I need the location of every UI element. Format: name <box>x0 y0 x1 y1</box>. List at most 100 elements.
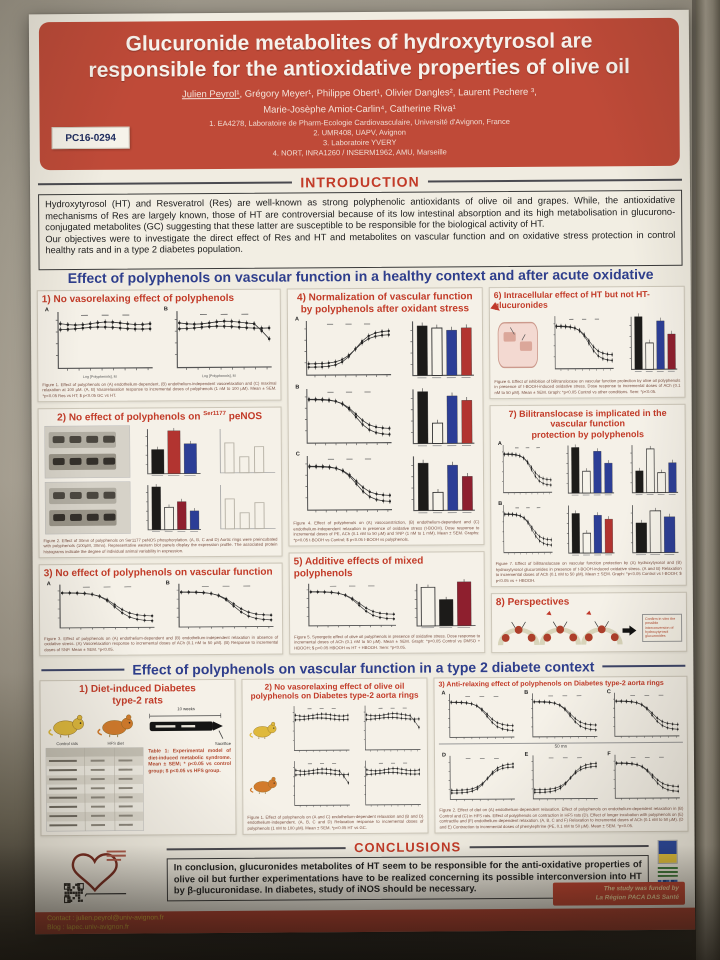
panel-5-additive-effects: 5) Additive effects of mixed polyphenols… <box>288 551 486 655</box>
d2-plot-a <box>284 701 352 757</box>
figure-4-caption: Figure 4. Effect of polyphenols on (A) v… <box>293 519 480 543</box>
cell-diagram <box>494 310 542 376</box>
d2-plot-b <box>355 700 423 756</box>
figure-3b-plot: B <box>163 578 278 633</box>
sigmoid-down-chart <box>293 450 396 518</box>
d3-plot-f: F <box>604 750 683 805</box>
penos-faint-b <box>209 478 278 534</box>
figure-4b-bars <box>399 382 479 450</box>
rat-control-icon <box>45 707 90 743</box>
rat-hfs-icon <box>247 757 281 813</box>
panel-6-title: 6) Intracellular effect of HT but not HT… <box>493 288 650 310</box>
penos-bars-b <box>136 479 205 535</box>
figure-4a-plot: A <box>292 315 395 383</box>
figure-7b-plot: B <box>495 499 555 559</box>
panel-4-normalization: 4) Normalization of vascular function by… <box>286 287 485 547</box>
penos-bars-a <box>136 423 205 479</box>
western-blot-a <box>43 423 132 480</box>
plot-letter: D <box>441 752 446 759</box>
figure-1-caption: Figure 1. Effect of polyphenols on (A) e… <box>42 380 277 398</box>
control-rat-small <box>247 701 281 757</box>
panel-5-title: 5) Additive effects of mixed polyphenols <box>293 555 424 579</box>
hfs-rat-small <box>247 757 281 813</box>
funding-note: The study was funded by La Région PACA D… <box>552 881 686 906</box>
protocol-timeline: 10 weeks Sacrifice <box>142 706 231 747</box>
section1-panels: 1) No vasorelaxing effect of polyphenols… <box>36 285 688 657</box>
rat-control-icon <box>247 701 281 757</box>
figure-5-caption: Figure 5. Synergetic effect of olive oil… <box>294 632 481 651</box>
figure-5-bars <box>404 578 480 631</box>
perspectives-diagram <box>496 608 638 649</box>
plot-letter: A <box>497 441 502 448</box>
poster-sheet: Glucuronide metabolites of hydroxytyroso… <box>28 9 696 935</box>
flat-dose-response-chart <box>356 756 424 812</box>
panel-7-title-line1: 7) Bilitranslocase is implicated in the … <box>508 407 667 430</box>
figure-1a-plot: A Log [Polyphenols], M <box>42 305 158 380</box>
footer-band: Contact : julien.peyrol@univ-avignon.fr … <box>35 907 696 935</box>
plot-letter: C <box>606 689 611 696</box>
d3-plot-d: D <box>439 751 518 806</box>
flat-dose-response-chart <box>355 700 423 756</box>
x-axis-label: Log [Polyphenols], M <box>202 373 236 379</box>
control-rat: Control rats <box>45 707 90 747</box>
panel-1-no-vasorelaxing-effect: 1) No vasorelaxing effect of polyphenols… <box>36 288 282 403</box>
poster-id-badge: PC16-0294 <box>51 126 130 150</box>
plot-letter: A <box>46 580 51 587</box>
panel-3-no-effect-vascular: 3) No effect of polyphenols on vascular … <box>38 562 284 657</box>
poster-title-line2: responsible for the antioxidative proper… <box>88 55 630 83</box>
qr-code <box>62 881 86 905</box>
section2-panels: 1) Diet-induced Diabetes type-2 rats Con… <box>39 675 689 837</box>
x-axis-label: Log [Polyphenols], M <box>83 374 117 379</box>
figure-6-plot <box>545 310 617 376</box>
poster-header: Glucuronide metabolites of hydroxytyroso… <box>38 17 680 171</box>
d3-plot-e: E <box>522 750 601 805</box>
funder-logo-1 <box>657 839 678 864</box>
authors-line2: Marie-Josèphe Amiot-Carlin⁴, Catherine R… <box>263 102 456 116</box>
conclusions-heading: CONCLUSIONS <box>167 838 649 856</box>
introduction-heading: INTRODUCTION <box>38 172 682 192</box>
d2-plot-c <box>285 756 353 812</box>
d3-plot-a: A <box>439 689 518 744</box>
panel-d2-no-vasorelaxing: 2) No vasorelaxing effect of olive oil p… <box>241 677 429 835</box>
timeline-bar <box>142 711 231 742</box>
introduction-paragraph-1: Hydroxytyrosol (HT) and Resveratrol (Res… <box>45 194 676 233</box>
figure-7a-plot: A <box>495 440 555 500</box>
panel-8-perspectives: 8) Perspectives Confirm in vitro the pos… <box>490 591 688 654</box>
figure-3a-plot: A <box>44 579 159 634</box>
introduction-paragraph-2: Our objectives were to investigate the d… <box>45 229 676 256</box>
sigmoid-down-chart <box>44 579 159 634</box>
figure-5-plot <box>294 579 401 632</box>
sigmoid-down-chart <box>292 383 395 451</box>
authors-rest: , Grégory Meyer¹, Philippe Obert¹, Olivi… <box>239 86 537 100</box>
membrane-arcs-icon <box>496 608 638 649</box>
flat-dose-response-chart <box>42 305 157 376</box>
plot-letter: A <box>294 316 299 323</box>
figure-d2-caption: Figure 1. Effect of polyphenols on (A an… <box>247 813 424 831</box>
panel-6-intracellular-effect: 6) Intracellular effect of HT but not HT… <box>488 285 686 400</box>
figure-7a-bars2 <box>621 439 681 499</box>
penos-faint-a <box>208 422 277 478</box>
flat-dose-response-chart <box>161 304 276 375</box>
cell-membrane-icon <box>494 310 542 376</box>
table-1 <box>45 747 145 833</box>
rat-hfs-icon <box>93 707 138 743</box>
figure-7b-bars2 <box>622 498 682 558</box>
plot-letter: F <box>607 751 611 758</box>
section2-heading: Effect of polyphenols on vascular functi… <box>41 658 685 678</box>
sigmoid-down-chart <box>545 310 617 376</box>
plot-letter: A <box>441 690 446 697</box>
funder-logo-2 <box>657 866 678 877</box>
plot-letter: B <box>295 384 300 391</box>
plot-letter: B <box>165 579 170 586</box>
figure-7a-bars1 <box>558 439 618 499</box>
sigmoid-down-chart <box>294 579 401 632</box>
first-author: Julien Peyrol¹ <box>181 88 240 100</box>
funding-line1: The study was funded by <box>603 884 679 893</box>
d3-plot-c: C <box>604 688 683 743</box>
plot-letter: B <box>163 305 168 312</box>
figure-3-caption: Figure 3. Effect of polyphenols on (A) e… <box>44 634 279 652</box>
plot-letter: A <box>44 306 49 313</box>
d2-plot-d <box>356 756 424 812</box>
western-blot-b <box>43 479 132 536</box>
